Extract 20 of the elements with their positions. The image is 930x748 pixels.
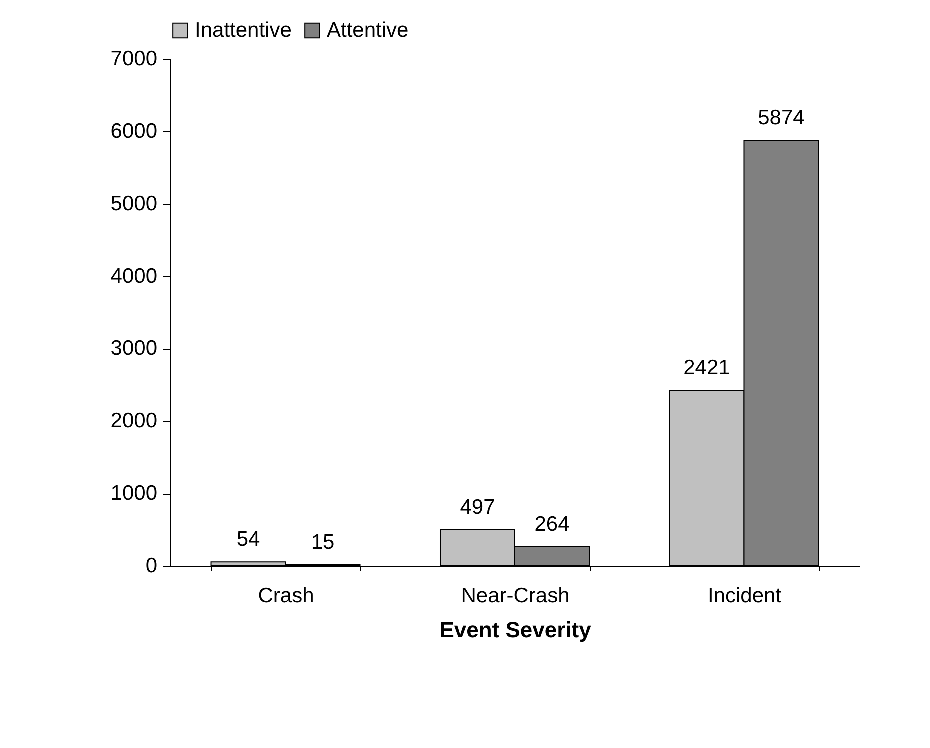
legend-label: Inattentive xyxy=(195,18,292,42)
x-tick-label: Near-Crash xyxy=(461,584,570,608)
legend-label: Attentive xyxy=(327,18,409,42)
y-tick-label: 2000 xyxy=(110,410,158,433)
data-label: 2421 xyxy=(684,356,730,380)
data-label: 5874 xyxy=(758,106,806,130)
x-tick-label: Incident xyxy=(708,584,782,608)
data-label: 15 xyxy=(311,530,335,554)
y-tick-label: 5000 xyxy=(110,192,158,216)
y-tick-label: 1000 xyxy=(110,482,158,506)
x-axis-title: Event Severity xyxy=(440,618,592,642)
y-tick-label: 0 xyxy=(146,554,158,578)
data-label: 264 xyxy=(534,512,570,536)
data-label: 54 xyxy=(236,528,261,552)
y-tick-label: 4000 xyxy=(110,264,158,288)
x-tick-label: Crash xyxy=(258,584,314,608)
y-tick-label: 6000 xyxy=(110,120,158,143)
data-label: 497 xyxy=(460,496,496,520)
y-tick-label: 7000 xyxy=(110,48,158,70)
y-tick-label: 3000 xyxy=(110,337,158,360)
